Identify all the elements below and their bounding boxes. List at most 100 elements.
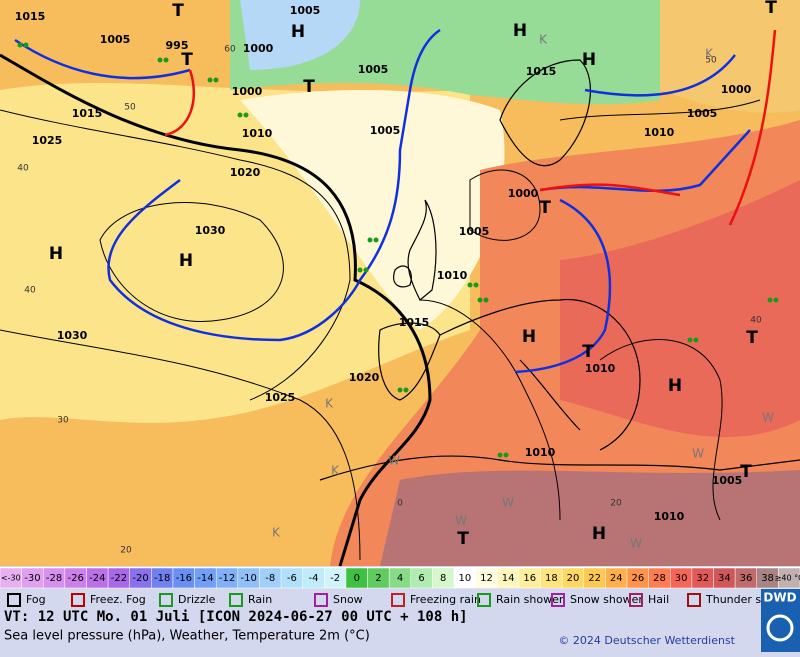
air-mass-mark: W bbox=[630, 537, 642, 551]
latitude-label: 50 bbox=[124, 103, 136, 113]
weather-icon bbox=[229, 593, 243, 607]
valid-time: VT: 12 UTC Mo. 01 Juli [ICON 2024-06-27 … bbox=[4, 609, 468, 625]
scale-label: 30 bbox=[675, 573, 688, 584]
isobar-label: 995 bbox=[166, 39, 189, 52]
isobar-label: 1020 bbox=[230, 166, 261, 179]
scale-label: -8 bbox=[265, 573, 275, 584]
rain-symbol bbox=[357, 267, 363, 273]
copyright: © 2024 Deutscher Wetterdienst bbox=[558, 634, 735, 647]
air-mass-mark: W bbox=[502, 496, 514, 510]
scale-label: 34 bbox=[718, 573, 731, 584]
scale-label: 10 bbox=[458, 573, 471, 584]
rain-symbol bbox=[373, 237, 379, 243]
rain-symbol bbox=[467, 282, 473, 288]
rain-symbol bbox=[403, 387, 409, 393]
latitude-label: 40 bbox=[17, 164, 29, 174]
isobar-label: 1000 bbox=[232, 85, 263, 98]
air-mass-mark: W bbox=[455, 514, 467, 528]
weather-icon bbox=[629, 593, 643, 607]
fronts bbox=[14, 28, 777, 374]
scale-label: 0 bbox=[354, 573, 360, 584]
scale-label: 24 bbox=[610, 573, 623, 584]
latitude-label: 50 bbox=[705, 56, 717, 66]
isobar-label: 1005 bbox=[712, 474, 743, 487]
scale-label: ≥40 °C bbox=[775, 574, 800, 583]
air-mass-mark: K bbox=[539, 33, 548, 47]
rain-symbol bbox=[473, 282, 479, 288]
latitude-label: 60 bbox=[224, 45, 236, 55]
air-mass-mark: K bbox=[325, 397, 334, 411]
rain-symbol bbox=[397, 387, 403, 393]
scale-label: -18 bbox=[154, 573, 170, 584]
isobar-label: 1025 bbox=[32, 134, 63, 147]
weather-label: Fog bbox=[26, 593, 46, 606]
weather-label: Hail bbox=[648, 593, 669, 606]
rain-symbol bbox=[17, 42, 23, 48]
rain-symbol bbox=[773, 297, 779, 303]
scale-label: <-30 bbox=[1, 574, 21, 583]
isobar-label: 1005 bbox=[687, 107, 718, 120]
scale-label: 36 bbox=[740, 573, 753, 584]
rain-symbol bbox=[483, 297, 489, 303]
scale-label: 2 bbox=[375, 573, 381, 584]
scale-label: 6 bbox=[418, 573, 424, 584]
weather-icon bbox=[7, 593, 21, 607]
scale-label: 20 bbox=[567, 573, 580, 584]
rain-symbol bbox=[243, 112, 249, 118]
scale-label: -26 bbox=[68, 573, 84, 584]
isobar-label: 1030 bbox=[57, 329, 88, 342]
rain-symbol bbox=[237, 112, 243, 118]
isobar-label: 1010 bbox=[437, 269, 468, 282]
isobar-label: 1010 bbox=[644, 126, 675, 139]
weather-icon bbox=[159, 593, 173, 607]
logo-box bbox=[761, 589, 800, 652]
weather-icon bbox=[551, 593, 565, 607]
scale-label: 26 bbox=[631, 573, 644, 584]
pressure-center: H bbox=[592, 524, 606, 544]
isobar-label: 1000 bbox=[508, 187, 539, 200]
isobars bbox=[0, 99, 761, 561]
latitude-label: 40 bbox=[750, 316, 762, 326]
pressure-center: H bbox=[179, 251, 193, 271]
air-mass-mark: K bbox=[331, 464, 340, 478]
coastlines bbox=[319, 59, 800, 481]
rain-symbol bbox=[367, 237, 373, 243]
latitude-label: 0 bbox=[397, 499, 403, 509]
isobar-label: 1005 bbox=[370, 124, 401, 137]
scale-label: 32 bbox=[696, 573, 709, 584]
rain-symbol bbox=[687, 337, 693, 343]
air-mass-mark: K bbox=[705, 47, 714, 61]
scale-label: -2 bbox=[330, 573, 340, 584]
pressure-center: T bbox=[765, 0, 777, 18]
air-mass-mark: K bbox=[272, 526, 281, 540]
rain-symbol bbox=[693, 337, 699, 343]
weather-label: Snow shower bbox=[570, 593, 643, 606]
weather-label: Rain shower bbox=[496, 593, 564, 606]
pressure-center: H bbox=[49, 244, 63, 264]
rain-symbol bbox=[157, 57, 163, 63]
scale-label: 14 bbox=[502, 573, 515, 584]
scale-label: 28 bbox=[653, 573, 666, 584]
isobar-label: 1025 bbox=[265, 391, 296, 404]
latitude-label: 20 bbox=[120, 546, 132, 556]
rain-symbol bbox=[363, 267, 369, 273]
latitude-label: 20 bbox=[610, 499, 622, 509]
isobar-label: 1005 bbox=[358, 63, 389, 76]
scale-label: -4 bbox=[309, 573, 319, 584]
scale-label: 22 bbox=[588, 573, 601, 584]
air-mass-mark: W bbox=[388, 454, 400, 468]
air-mass-mark: W bbox=[762, 411, 774, 425]
weather-legend: Fog Freez. Fog Drizzle Rain Snow Freezing rai… bbox=[7, 593, 787, 607]
isobar-label: 1015 bbox=[15, 10, 46, 23]
scale-label: -12 bbox=[219, 573, 235, 584]
rain-symbol bbox=[503, 452, 509, 458]
isobar-label: 1000 bbox=[721, 83, 752, 96]
pressure-center: T bbox=[539, 198, 551, 218]
logo-icon bbox=[766, 614, 794, 642]
scale-label: 16 bbox=[523, 573, 536, 584]
scale-label: -14 bbox=[197, 573, 213, 584]
weather-label: Rain bbox=[248, 593, 272, 606]
isobar-label: 1005 bbox=[290, 4, 321, 17]
scale-label: 4 bbox=[397, 573, 403, 584]
